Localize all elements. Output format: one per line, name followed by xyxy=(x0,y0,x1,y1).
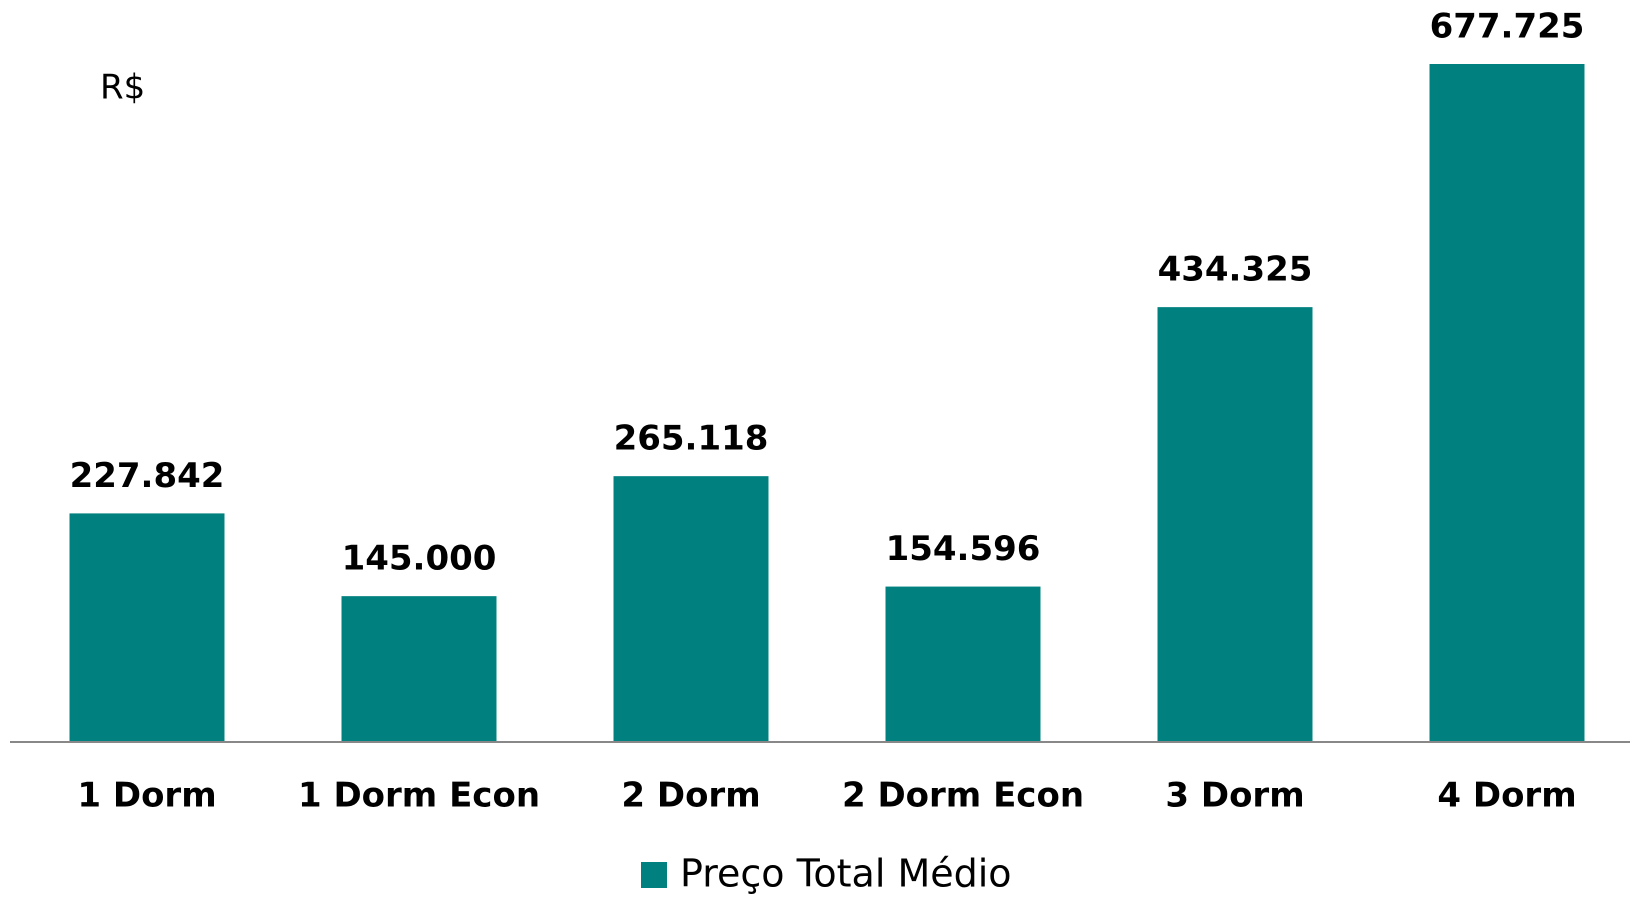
value-label: 677.725 xyxy=(1430,7,1585,47)
value-label: 434.325 xyxy=(1158,250,1313,290)
x-tick-label: 2 Dorm xyxy=(621,776,760,816)
bar xyxy=(1157,307,1313,741)
unit-label: R$ xyxy=(100,68,145,108)
x-tick-label: 2 Dorm Econ xyxy=(842,776,1084,816)
bar xyxy=(69,513,225,741)
x-tick-label: 4 Dorm xyxy=(1437,776,1576,816)
x-tick-label: 1 Dorm xyxy=(77,776,216,816)
value-label: 227.842 xyxy=(70,456,225,496)
x-tick-label: 1 Dorm Econ xyxy=(298,776,540,816)
bar xyxy=(1429,64,1585,741)
bar xyxy=(613,476,769,741)
value-label: 154.596 xyxy=(886,529,1041,569)
bar xyxy=(885,586,1041,741)
value-label: 145.000 xyxy=(342,539,497,579)
legend-label: Preço Total Médio xyxy=(680,852,1012,896)
bar xyxy=(341,596,497,741)
x-tick-label: 3 Dorm xyxy=(1165,776,1304,816)
legend-swatch xyxy=(641,862,667,888)
value-label: 265.118 xyxy=(614,419,769,459)
